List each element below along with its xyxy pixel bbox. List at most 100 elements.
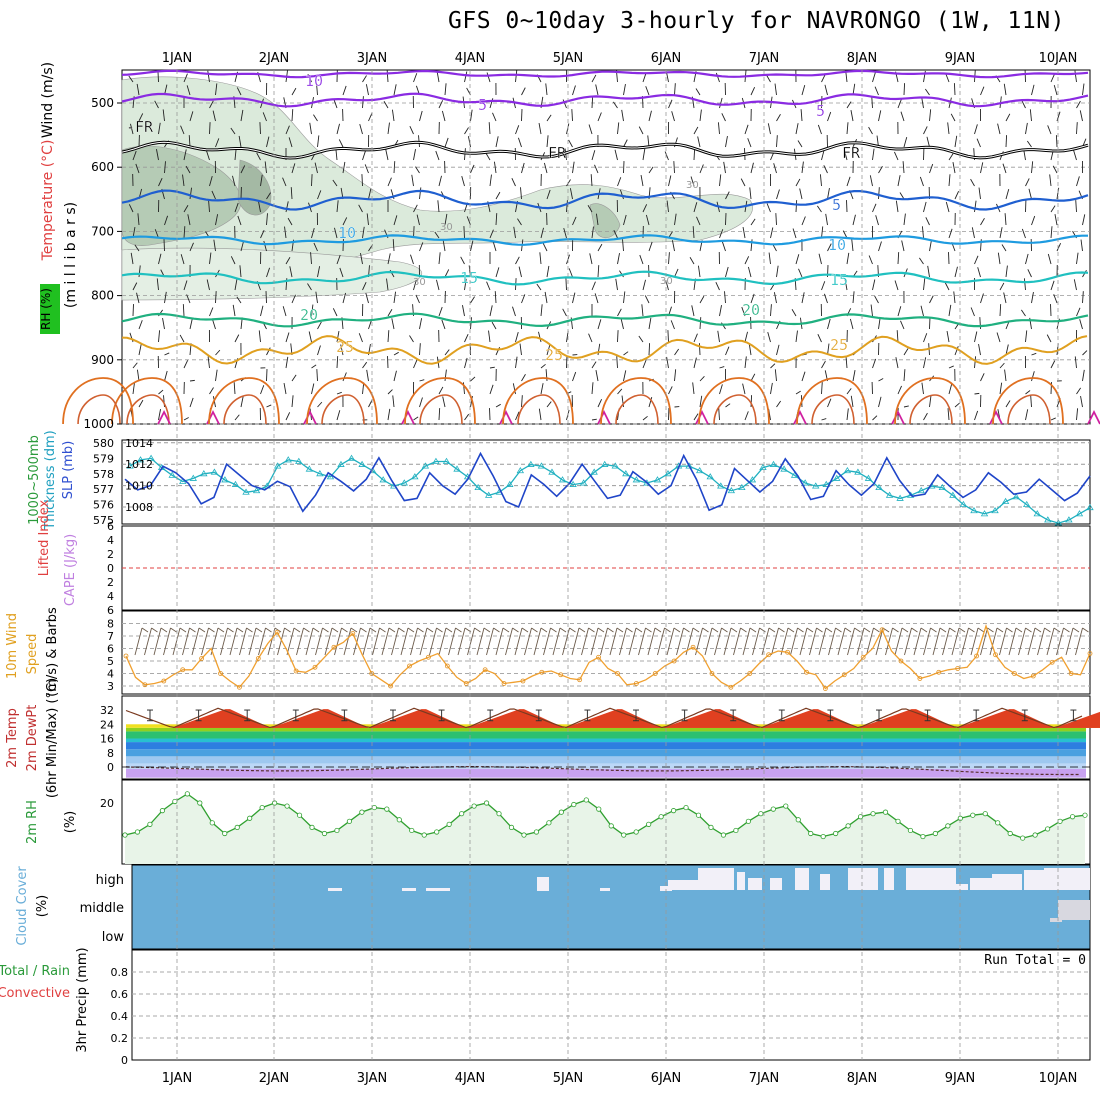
wind10-barb bbox=[809, 627, 817, 656]
wind-barb bbox=[572, 216, 577, 226]
wind-barb bbox=[1004, 213, 1007, 226]
wind-barb bbox=[878, 241, 882, 252]
wind-barb bbox=[393, 161, 396, 174]
wind-barb bbox=[410, 254, 414, 265]
rh2m-point bbox=[546, 820, 552, 826]
isotherm-p30-inner bbox=[77, 394, 121, 425]
rh2m-point bbox=[384, 806, 390, 812]
wind10-barb bbox=[790, 627, 798, 656]
wind-barb bbox=[387, 389, 393, 395]
thickness-point bbox=[759, 463, 767, 471]
upper-air-grid bbox=[122, 102, 1090, 425]
wind-barb bbox=[717, 330, 720, 343]
wind-barb bbox=[256, 152, 261, 161]
wind10-barb bbox=[837, 627, 846, 656]
thickness-point bbox=[632, 476, 641, 483]
rh2m-point bbox=[658, 814, 664, 820]
wind10-barb bbox=[191, 627, 200, 656]
precip-run-total: Run Total = 0 bbox=[984, 953, 1086, 968]
wind-barb bbox=[827, 318, 831, 330]
cloud-gap bbox=[600, 888, 610, 891]
wind-barb bbox=[903, 83, 906, 96]
thickness-point bbox=[780, 465, 788, 472]
wind-barb bbox=[1030, 395, 1032, 408]
wind-barb bbox=[1029, 109, 1032, 122]
day-label-bottom: 6JAN bbox=[651, 1071, 682, 1086]
wind10-point bbox=[822, 686, 828, 691]
day-label-top: 8JAN bbox=[847, 51, 878, 66]
wind-barb bbox=[317, 321, 322, 330]
label-upper-rh: RH (%) bbox=[39, 288, 53, 330]
wind-barb bbox=[393, 84, 397, 96]
wind10-barb-flag bbox=[569, 627, 576, 633]
thickness-point bbox=[537, 462, 546, 469]
wind-barb bbox=[336, 391, 342, 395]
wind-barb bbox=[186, 294, 191, 304]
wind-barb bbox=[791, 309, 797, 317]
wind-barb bbox=[236, 87, 242, 96]
wind-barb bbox=[827, 243, 832, 252]
wind-barb bbox=[1050, 205, 1056, 213]
wind-barb bbox=[164, 161, 166, 174]
rh2m-point bbox=[770, 806, 776, 812]
rh2m-point bbox=[870, 811, 876, 817]
dewpoint-line bbox=[125, 765, 1080, 776]
label-wind10-c: (m/s) & Barbs bbox=[45, 607, 60, 697]
wind-barb bbox=[923, 412, 928, 421]
wind10-barb bbox=[771, 627, 779, 656]
wind-barb bbox=[188, 135, 191, 148]
wind-barb bbox=[846, 252, 850, 265]
wind-barb bbox=[795, 123, 799, 135]
wind-barb bbox=[1055, 135, 1058, 148]
wind-barb bbox=[240, 240, 245, 252]
wind-barb bbox=[486, 72, 491, 83]
wind-barb bbox=[642, 279, 646, 291]
wind-barb bbox=[138, 265, 141, 278]
rh2m-point bbox=[1020, 835, 1026, 841]
wind-barb bbox=[163, 239, 165, 252]
wind-barb bbox=[766, 203, 771, 213]
wind10-ytick-label: 5 bbox=[107, 655, 114, 668]
cloud-gap bbox=[402, 888, 416, 891]
wind-barb bbox=[872, 415, 878, 421]
wind-barb bbox=[442, 396, 446, 408]
wind10-point bbox=[501, 681, 507, 686]
wind10-barb bbox=[505, 627, 513, 656]
wind10-barb bbox=[495, 627, 504, 656]
wind-barb bbox=[666, 356, 669, 369]
wind10-barb bbox=[1027, 627, 1036, 656]
wind-barb bbox=[158, 330, 161, 343]
wind-barb bbox=[238, 135, 242, 148]
wind-barb bbox=[1073, 279, 1077, 291]
wind10-barb bbox=[980, 627, 988, 656]
wind-barb bbox=[691, 305, 695, 317]
rh-contour-label: 30 bbox=[413, 277, 426, 288]
isotherm-label: 10 bbox=[338, 224, 356, 242]
wind10-barb bbox=[514, 627, 523, 656]
wind-barb bbox=[409, 335, 414, 343]
wind-barb bbox=[264, 161, 267, 174]
rh2m-point bbox=[808, 830, 814, 837]
label-thickness-b: Thickness (dm) bbox=[43, 430, 58, 530]
wind-barb bbox=[233, 382, 236, 395]
wind-barb bbox=[413, 149, 416, 161]
thickness-point bbox=[136, 456, 145, 463]
wind-barb bbox=[699, 376, 705, 382]
wind-barb bbox=[336, 356, 339, 369]
wind-barb bbox=[899, 192, 905, 200]
thickness-point bbox=[1012, 493, 1020, 500]
wind-barb bbox=[825, 213, 828, 226]
wind-barb bbox=[776, 265, 779, 278]
wind-barb bbox=[136, 292, 140, 304]
wind-barb bbox=[470, 240, 474, 252]
wind10-barb bbox=[486, 627, 494, 656]
wind-barb bbox=[361, 174, 363, 187]
label-temp2m-b: 2m DewPt bbox=[25, 705, 40, 772]
wind-barb bbox=[896, 330, 899, 343]
precip-ytick-label: 0.2 bbox=[111, 1032, 129, 1045]
wind-barb bbox=[619, 189, 624, 200]
label-thickness-a: 1000~500mb bbox=[27, 435, 42, 525]
wind-barb bbox=[671, 240, 675, 252]
wind-barb bbox=[137, 213, 140, 226]
wind-barb bbox=[750, 218, 756, 226]
